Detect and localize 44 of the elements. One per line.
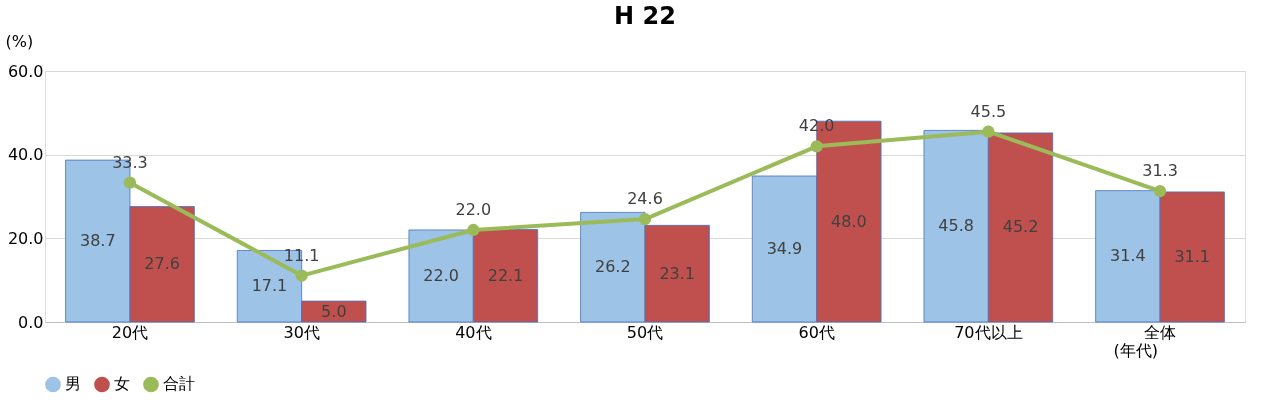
- chart-title: H 22: [614, 2, 676, 30]
- data-label: 31.1: [1174, 246, 1211, 266]
- point: [295, 269, 308, 282]
- x-tick-label: 60代: [798, 322, 835, 342]
- point: [638, 212, 652, 226]
- data-label: 24.6: [627, 189, 663, 209]
- data-label: 22.0: [423, 265, 459, 285]
- data-label: 17.1: [251, 276, 288, 296]
- data-label: 45.8: [938, 216, 974, 236]
- legend-label: 合計: [163, 374, 195, 394]
- data-label: 22.1: [487, 265, 524, 285]
- point: [1153, 184, 1167, 198]
- legend-label: 男: [65, 374, 81, 394]
- data-label: 22.0: [455, 199, 492, 219]
- y-tick-label: 0.0: [18, 312, 44, 332]
- data-label: 33.3: [112, 152, 148, 172]
- data-label: 48.0: [831, 211, 867, 231]
- data-label: 31.3: [1142, 161, 1178, 181]
- x-axis-title: (年代): [1113, 340, 1158, 360]
- data-label: 26.2: [595, 257, 631, 277]
- point: [982, 125, 995, 138]
- data-label: 31.4: [1110, 246, 1146, 266]
- data-label: 27.6: [144, 254, 180, 274]
- y-axis-title: (%): [5, 31, 34, 51]
- data-label: 45.5: [970, 101, 1007, 121]
- x-tick-label: 70代以上: [954, 322, 1023, 342]
- x-tick-label: 全体: [1144, 322, 1177, 342]
- x-tick-label: 30代: [283, 322, 320, 342]
- data-label: 34.9: [766, 239, 803, 258]
- data-label: 42.0: [798, 116, 835, 136]
- point: [467, 223, 480, 237]
- legend-label: 女: [114, 374, 130, 394]
- y-tick-label: 20.0: [7, 228, 44, 248]
- point: [810, 140, 823, 153]
- point: [123, 176, 137, 189]
- x-tick-label: 20代: [111, 322, 149, 342]
- data-label: 45.2: [1002, 217, 1039, 237]
- x-tick-label: 50代: [626, 322, 664, 342]
- data-label: 38.7: [79, 231, 116, 251]
- x-tick-label: 40代: [455, 322, 492, 342]
- data-label: 23.1: [659, 263, 695, 283]
- y-tick-label: 40.0: [7, 145, 44, 165]
- data-label: 5.0: [321, 301, 347, 321]
- y-tick-label: 60.0: [7, 61, 44, 81]
